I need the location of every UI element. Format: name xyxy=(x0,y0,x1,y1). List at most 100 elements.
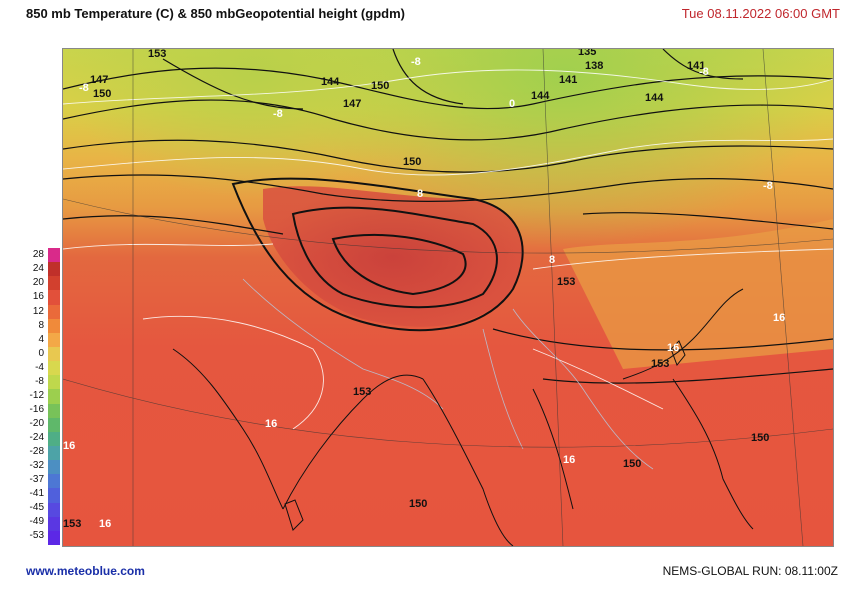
height-contour xyxy=(542,368,833,384)
color-swatch xyxy=(48,431,60,446)
temp-contour xyxy=(532,348,664,410)
temp-label: 16 xyxy=(773,312,785,324)
height-contour xyxy=(662,49,744,80)
island-philippines xyxy=(672,378,754,530)
height-contour xyxy=(63,67,833,110)
island-sri-lanka xyxy=(284,499,304,531)
color-scale-bar xyxy=(48,248,60,545)
color-swatch xyxy=(48,474,60,489)
scale-label: -49 xyxy=(29,516,44,527)
temp-label: 0 xyxy=(509,98,515,110)
scale-label: -16 xyxy=(29,404,44,415)
scale-label: 4 xyxy=(38,334,44,345)
temp-label: -8 xyxy=(763,180,773,192)
height-label: 153 xyxy=(557,276,575,288)
height-label: 150 xyxy=(93,88,111,100)
lon-line xyxy=(542,49,564,546)
height-contour xyxy=(63,215,284,235)
chart-title: 850 mb Temperature (C) & 850 mbGeopotent… xyxy=(26,6,405,21)
color-swatch xyxy=(48,318,60,333)
forecast-datetime: Tue 08.11.2022 06:00 GMT xyxy=(681,6,840,21)
scale-label: -12 xyxy=(29,390,44,401)
height-contour xyxy=(582,212,833,230)
temp-label: -8 xyxy=(79,82,89,94)
scale-label: -8 xyxy=(35,376,44,387)
island-taiwan xyxy=(670,340,686,366)
temp-contour xyxy=(63,138,833,176)
color-swatch xyxy=(48,502,60,517)
scale-label: 24 xyxy=(32,263,44,274)
lat-line xyxy=(63,198,833,254)
scale-label: 28 xyxy=(32,249,44,260)
east-warm-region xyxy=(563,219,833,369)
temp-contour xyxy=(532,248,833,270)
scale-label: -32 xyxy=(29,460,44,471)
plateau-contour xyxy=(331,234,467,296)
temperature-labels: -8 -8 -8 0 -8 -8 8 8 16 16 16 16 16 16 xyxy=(63,56,785,530)
temp-label: -8 xyxy=(699,66,709,78)
height-label: 150 xyxy=(751,432,769,444)
temp-contour xyxy=(63,69,833,105)
temp-label: 8 xyxy=(549,254,555,266)
map-canvas: 153 147 150 144 150 135 138 141 141 144 … xyxy=(63,49,833,546)
scale-label: -45 xyxy=(29,502,44,513)
color-swatch xyxy=(48,290,60,305)
color-swatch xyxy=(48,417,60,432)
height-contour xyxy=(63,139,833,173)
plateau-contours xyxy=(231,177,524,332)
height-contour xyxy=(63,174,833,203)
height-label: 150 xyxy=(403,156,421,168)
coastline xyxy=(622,288,744,380)
scale-label: -20 xyxy=(29,418,44,429)
temp-label: 16 xyxy=(563,454,575,466)
color-swatch xyxy=(48,346,60,362)
color-swatch xyxy=(48,361,60,376)
river xyxy=(242,278,444,410)
scale-label: 20 xyxy=(32,277,44,288)
scale-label: 0 xyxy=(38,348,44,359)
river xyxy=(482,328,524,450)
color-swatch xyxy=(48,304,60,319)
rivers xyxy=(242,278,654,470)
color-swatch xyxy=(48,530,60,545)
height-label: 141 xyxy=(559,74,577,86)
graticule xyxy=(63,49,833,546)
temp-label: 8 xyxy=(417,188,423,200)
height-label: 150 xyxy=(409,498,427,510)
color-swatch xyxy=(48,332,60,347)
river xyxy=(512,308,654,470)
height-label: 150 xyxy=(371,80,389,92)
color-swatch xyxy=(48,488,60,503)
lat-line xyxy=(63,378,833,448)
temp-contour xyxy=(142,315,324,430)
plateau-contour xyxy=(231,177,524,332)
coastline xyxy=(282,374,424,510)
height-contour xyxy=(492,328,833,351)
color-swatch xyxy=(48,262,60,277)
height-label: 144 xyxy=(531,90,550,102)
height-contour xyxy=(392,49,464,105)
color-swatch xyxy=(48,248,60,263)
scale-label: -41 xyxy=(29,488,44,499)
color-scale-labels: 28 24 20 16 12 8 4 0 -4 -8 -12 -16 -20 -… xyxy=(10,248,44,545)
lon-line xyxy=(762,49,804,546)
temp-contour xyxy=(63,243,274,250)
temp-label: 16 xyxy=(99,518,111,530)
color-swatch xyxy=(48,375,60,390)
color-swatch xyxy=(48,403,60,418)
temp-label: -8 xyxy=(273,108,283,120)
height-label: 153 xyxy=(63,518,81,530)
height-label: 144 xyxy=(645,92,664,104)
scale-label: -53 xyxy=(29,530,44,541)
color-swatch xyxy=(48,460,60,475)
temp-label: 16 xyxy=(63,440,75,452)
height-label: 153 xyxy=(651,358,669,370)
height-label: 153 xyxy=(148,49,166,60)
coastline xyxy=(532,388,574,510)
scale-label: -4 xyxy=(35,362,44,373)
temp-label: -8 xyxy=(411,56,421,68)
website-link[interactable]: www.meteoblue.com xyxy=(26,564,145,578)
height-label: 135 xyxy=(578,49,596,58)
scale-label: 12 xyxy=(32,306,44,317)
color-swatch xyxy=(48,276,60,291)
